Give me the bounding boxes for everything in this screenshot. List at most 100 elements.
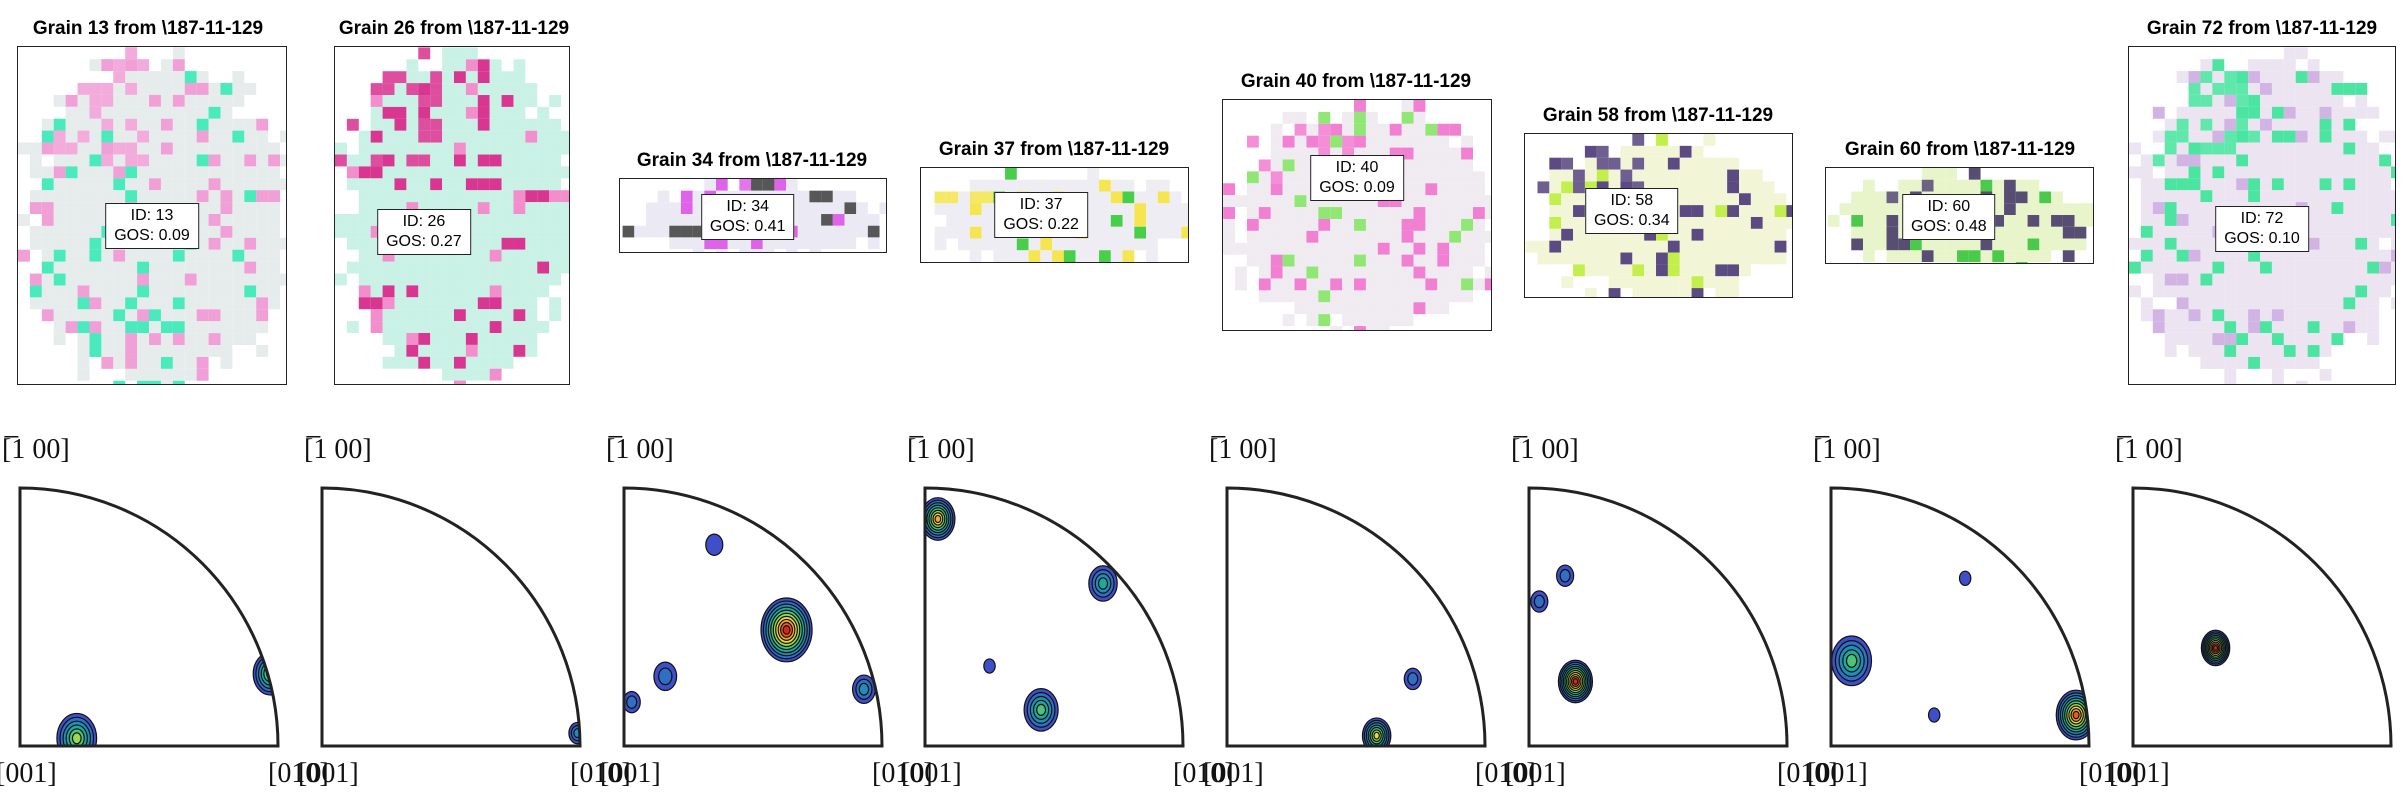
map-pixel	[113, 297, 126, 310]
map-pixel	[2129, 237, 2141, 250]
map-pixel	[1157, 191, 1170, 204]
map-pixel	[680, 202, 693, 215]
map-pixel	[489, 344, 502, 357]
map-pixel	[2062, 226, 2075, 239]
map-pixel	[1294, 278, 1307, 291]
map-pixel	[1235, 266, 1247, 279]
map-pixel	[2224, 345, 2237, 357]
map-pixel	[489, 368, 502, 381]
map-pixel	[1330, 290, 1343, 303]
map-pixel	[1330, 230, 1343, 243]
map-pixel	[2260, 297, 2272, 310]
map-pixel	[2248, 261, 2261, 274]
map-pixel	[1992, 226, 2005, 239]
map-pixel	[2224, 106, 2237, 119]
map-pixel	[335, 142, 347, 155]
map-pixel	[77, 285, 90, 298]
map-pixel	[477, 130, 490, 143]
map-pixel	[1484, 207, 1491, 219]
pole-figure-outline	[923, 486, 1185, 748]
map-pixel	[1437, 218, 1450, 231]
map-pixel	[1644, 264, 1657, 277]
map-pixel	[1632, 288, 1645, 297]
map-pixel	[1354, 314, 1366, 327]
grain-map-panel: ID: 34 GOS: 0.41	[619, 178, 887, 253]
map-pixel	[1573, 216, 1585, 229]
map-pixel	[513, 249, 526, 262]
map-pixel	[786, 237, 798, 250]
map-pixel	[1863, 226, 1875, 239]
map-pixel	[89, 118, 102, 131]
map-pixel	[1270, 242, 1283, 255]
map-pixel	[2248, 166, 2261, 179]
map-pixel	[77, 118, 90, 131]
map-pixel	[2355, 273, 2368, 286]
map-pixel	[1874, 215, 1887, 227]
map-pixel	[1377, 135, 1390, 148]
map-pixel	[513, 130, 526, 143]
map-pixel	[2015, 250, 2028, 263]
map-pixel	[232, 285, 245, 298]
map-pixel	[525, 237, 538, 250]
map-pixel	[442, 118, 454, 131]
map-pixel	[762, 237, 775, 250]
map-pixel	[2236, 249, 2249, 262]
map-pixel	[1703, 157, 1716, 170]
map-pixel	[1401, 135, 1414, 148]
grain-gos-text: GOS: 0.10	[2224, 229, 2300, 247]
map-pixel	[1425, 302, 1438, 315]
map-pixel	[1330, 123, 1343, 136]
map-pixel	[2212, 249, 2225, 262]
map-pixel	[77, 225, 90, 238]
map-pixel	[2319, 71, 2332, 83]
map-pixel	[394, 285, 407, 298]
pole-figure	[923, 486, 1185, 748]
map-pixel	[525, 154, 538, 167]
map-pixel	[370, 273, 383, 286]
map-pixel	[1656, 288, 1668, 297]
map-pixel	[18, 214, 30, 226]
map-pixel	[1461, 135, 1473, 148]
map-pixel	[1294, 230, 1307, 243]
map-pixel	[2176, 333, 2189, 346]
map-pixel	[2164, 249, 2177, 262]
map-pixel	[2260, 249, 2272, 262]
map-pixel	[2248, 106, 2261, 119]
map-pixel	[1992, 215, 2005, 227]
map-pixel	[256, 273, 269, 286]
map-pixel	[1146, 203, 1158, 215]
map-pixel	[442, 71, 454, 84]
map-pixel	[160, 321, 173, 334]
pf-label-bottom-right: [010]	[1475, 758, 1536, 789]
map-pixel	[2331, 261, 2344, 274]
map-pixel	[1306, 147, 1319, 160]
map-pixel	[2129, 166, 2141, 179]
map-pixel	[160, 142, 173, 155]
map-pixel	[172, 82, 185, 95]
map-pixel	[1365, 147, 1378, 160]
map-pixel	[89, 285, 102, 298]
map-pixel	[418, 190, 431, 203]
map-pixel	[513, 297, 526, 310]
map-pixel	[2355, 261, 2368, 274]
map-pixel	[525, 321, 538, 333]
contour-level	[2213, 644, 2219, 651]
map-pixel	[1584, 288, 1597, 297]
map-pixel	[561, 166, 569, 179]
map-pixel	[89, 249, 102, 262]
map-pixel	[1063, 250, 1076, 262]
map-pixel	[1425, 207, 1438, 219]
map-pixel	[370, 225, 383, 238]
map-pixel	[2295, 285, 2308, 298]
map-pixel	[549, 154, 562, 167]
map-pixel	[149, 297, 161, 310]
map-pixel	[2236, 273, 2249, 286]
pf-label-bottom-left: [001]	[1505, 758, 1566, 789]
map-pixel	[101, 178, 114, 191]
map-pixel	[513, 71, 526, 84]
map-pixel	[1561, 157, 1574, 170]
map-pixel	[489, 297, 502, 310]
map-pixel	[370, 297, 383, 310]
map-pixel	[2248, 190, 2261, 203]
map-pixel	[1425, 218, 1438, 231]
